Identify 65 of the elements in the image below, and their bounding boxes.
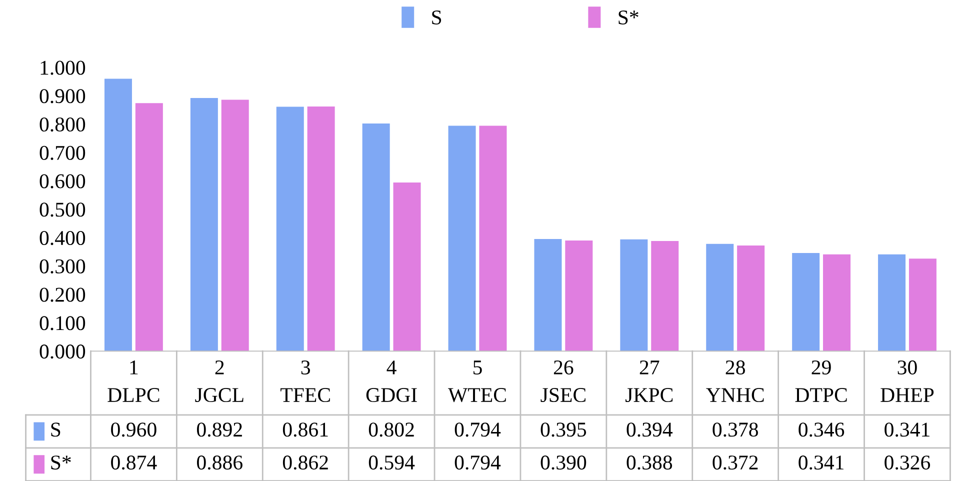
y-tick-label: 0.100 (40, 316, 86, 330)
data-label: 0.892 (197, 422, 242, 437)
x-tick-label: 5 WTEC (448, 360, 506, 402)
data-label: 0.341 (884, 422, 930, 437)
y-tick-label: 0.900 (40, 89, 86, 104)
y-tick-label: 0.400 (40, 230, 86, 246)
bar (190, 98, 218, 352)
y-tick-label: 0.800 (40, 117, 86, 132)
data-label: 0.326 (884, 456, 930, 470)
x-tick-label: 4 GDGI (366, 360, 417, 402)
y-tick-label: 1.000 (40, 60, 86, 75)
text: S (51, 422, 60, 437)
bar (651, 241, 679, 352)
bar (823, 254, 851, 352)
x-tick-label: 1 DLPC (108, 360, 160, 402)
y-tick-label: 0.300 (40, 259, 86, 274)
data-label: 0.394 (626, 422, 673, 437)
data-label: 0.390 (540, 456, 586, 470)
bar (135, 103, 163, 352)
bar (620, 239, 648, 352)
x-tick-label: 3 TFEC (280, 360, 330, 402)
data-label: 0.802 (368, 422, 414, 437)
legend-label: S* (618, 10, 638, 24)
data-label: 0.346 (798, 422, 844, 437)
bar (479, 126, 507, 352)
data-label: 0.960 (111, 422, 156, 437)
data-label: 0.594 (368, 456, 415, 470)
bar (393, 182, 421, 352)
data-label: 0.388 (626, 456, 672, 470)
data-label: 0.861 (282, 422, 328, 437)
bar (565, 240, 593, 352)
x-tick-label: 30 DHEP (880, 360, 934, 402)
y-tick-label: 0.600 (40, 174, 86, 188)
data-label: 0.378 (712, 422, 758, 437)
x-tick-label: 27 JKPC (626, 360, 673, 402)
bar (307, 106, 335, 352)
bar (362, 124, 390, 352)
bar (706, 244, 734, 352)
data-label: 0.395 (540, 422, 586, 437)
y-tick-label: 0.000 (40, 344, 86, 359)
x-tick-label: 26 JSEC (540, 360, 586, 402)
data-label: 0.862 (282, 456, 328, 470)
bar (737, 246, 765, 352)
data-label: 0.886 (197, 456, 242, 470)
bar (104, 78, 132, 352)
text: S* (51, 456, 71, 470)
data-label: 0.874 (111, 456, 157, 470)
x-tick-label: 2 JGCL (195, 360, 244, 402)
data-label: 0.372 (712, 456, 758, 470)
legend-label: S (432, 10, 442, 24)
x-tick-label: 29 DTPC (795, 360, 847, 402)
data-label: 0.794 (454, 456, 501, 470)
bar (448, 126, 476, 352)
bar (221, 100, 249, 352)
data-label: 0.341 (798, 456, 844, 470)
bar (534, 239, 562, 352)
y-tick-label: 0.500 (40, 202, 86, 217)
y-tick-label: 0.200 (40, 288, 86, 302)
bar (878, 254, 906, 352)
bar (908, 258, 936, 352)
bar (792, 252, 820, 352)
x-tick-label: 28 YNHC (706, 360, 764, 402)
data-label: 0.794 (454, 422, 501, 437)
bar (276, 106, 304, 352)
y-tick-label: 0.700 (40, 146, 86, 160)
